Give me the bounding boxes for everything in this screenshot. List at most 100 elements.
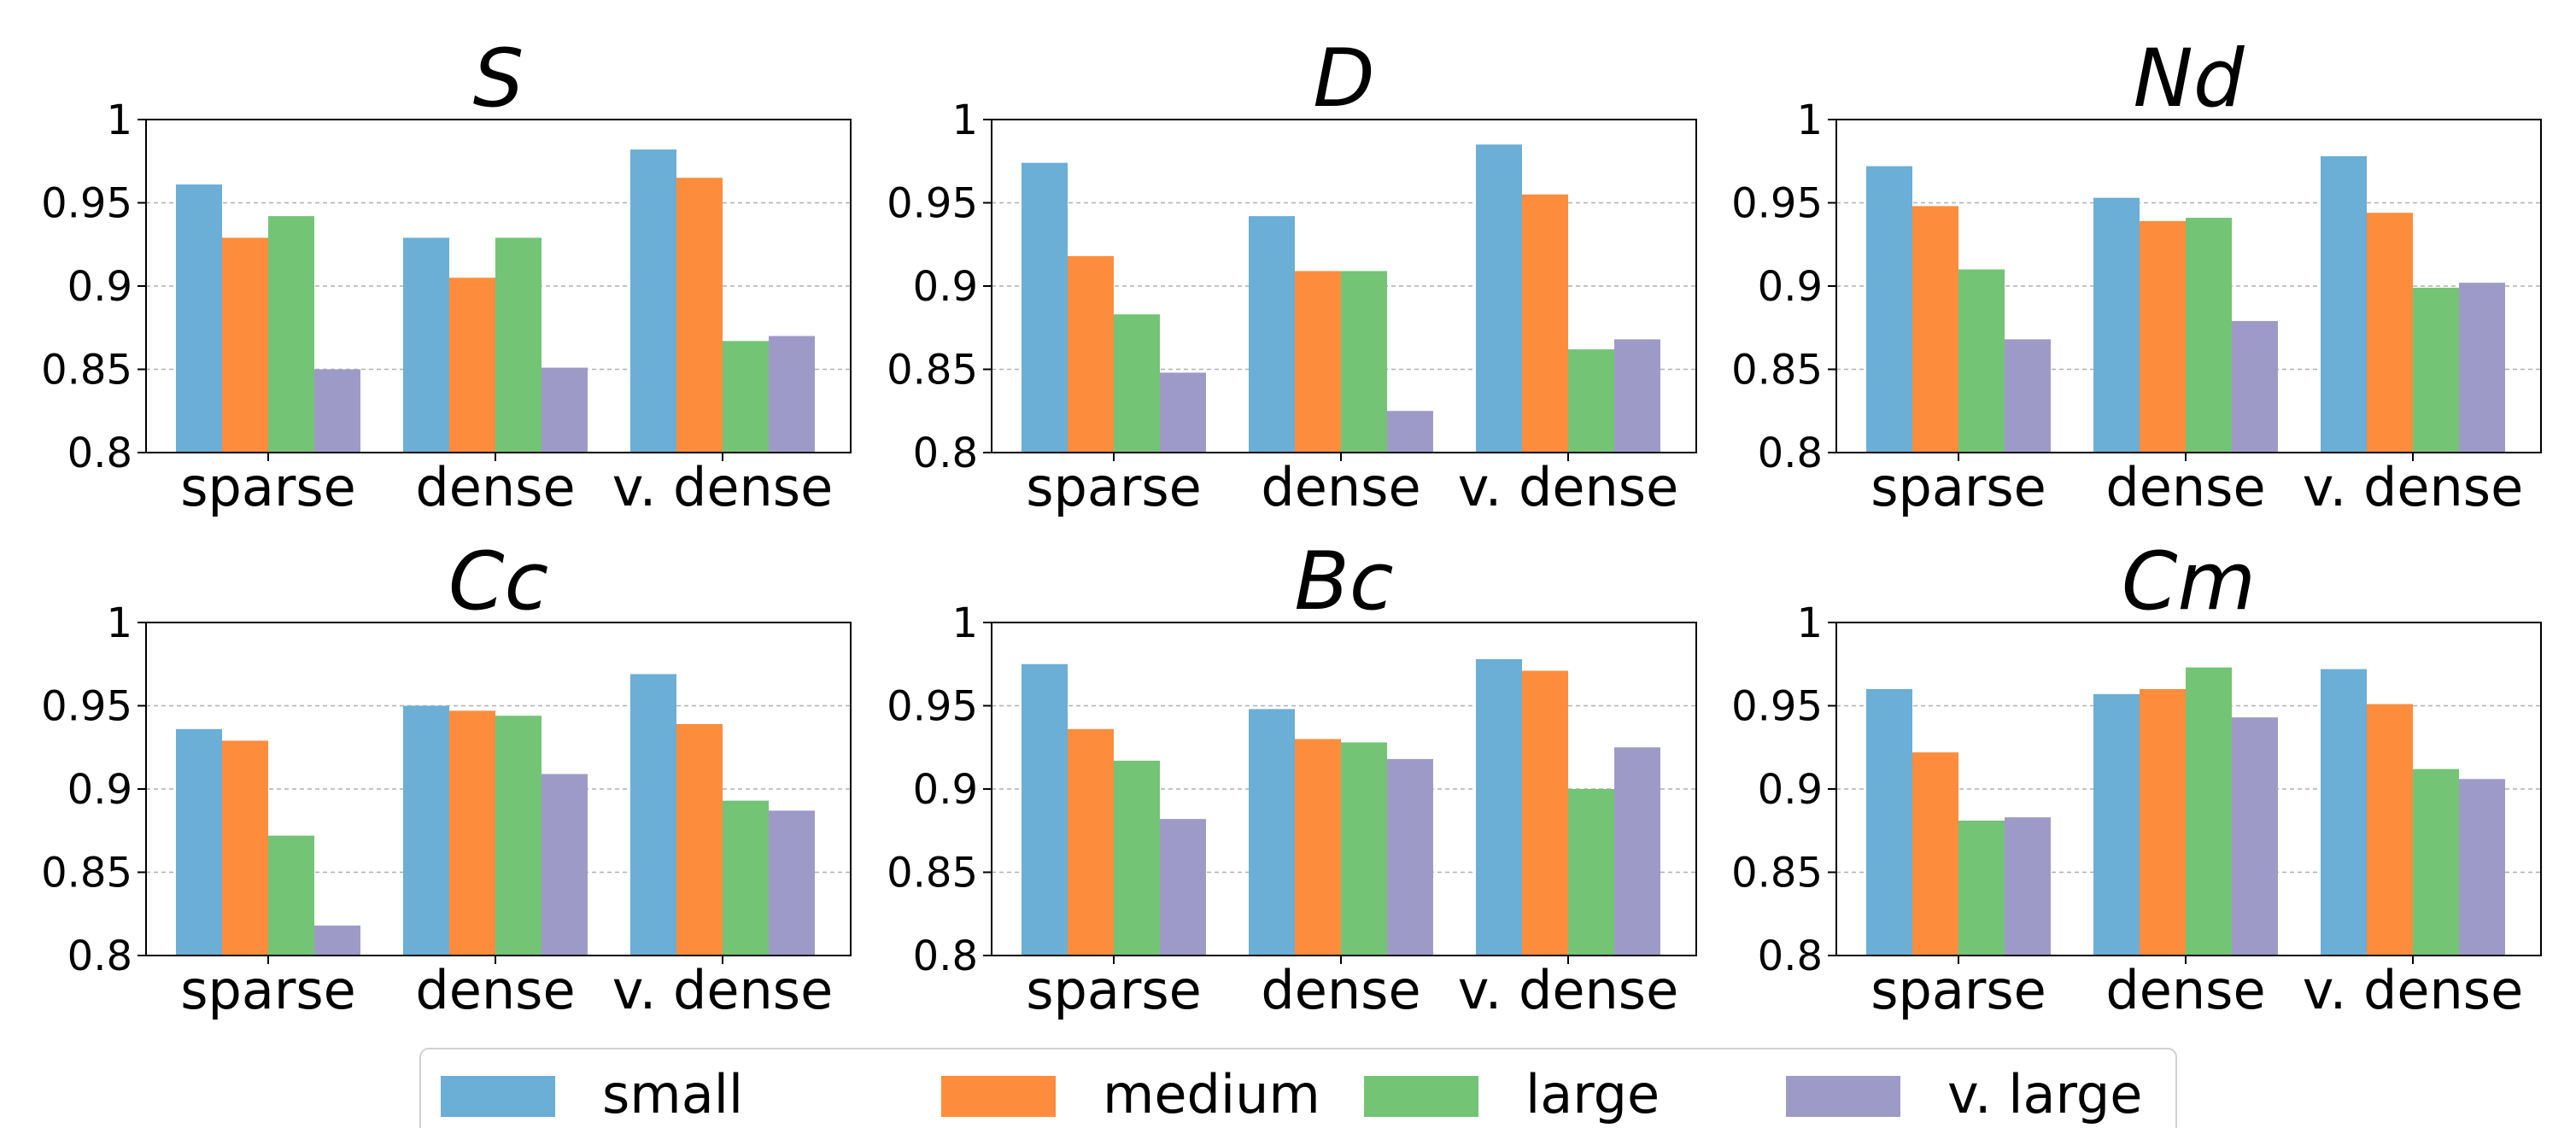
x-tick-label: v. dense xyxy=(612,456,834,518)
axes-frame xyxy=(1835,622,2542,956)
y-tick-label: 1 xyxy=(106,96,132,144)
bar xyxy=(769,810,815,956)
y-tick-label: 1 xyxy=(951,599,978,647)
bar xyxy=(1866,166,1912,453)
y-tick-label: 0.9 xyxy=(67,766,132,814)
panel-title: Cc xyxy=(448,535,548,628)
bar xyxy=(1866,689,1912,956)
y-tick-label: 0.95 xyxy=(887,180,978,228)
y-tick-label: 0.85 xyxy=(887,850,978,897)
bar xyxy=(449,710,495,956)
panel-title: Cm xyxy=(2122,535,2256,628)
bar xyxy=(723,341,769,453)
y-tick-label: 0.95 xyxy=(1731,683,1823,731)
y-tick-label: 0.85 xyxy=(1731,850,1823,897)
y-tick-label: 0.85 xyxy=(1731,347,1823,395)
bar xyxy=(314,925,360,956)
bar xyxy=(723,800,769,956)
x-tick-label: v. dense xyxy=(1458,959,1679,1021)
y-tick-label: 0.95 xyxy=(1731,180,1823,228)
bar xyxy=(176,728,222,956)
y-tick-label: 0.8 xyxy=(67,932,132,980)
bar xyxy=(1476,658,1522,956)
bar xyxy=(1614,339,1660,453)
bar xyxy=(542,367,588,453)
bar xyxy=(1387,758,1433,956)
y-tick-label: 0.85 xyxy=(41,347,132,395)
chart-panel: 0.8 0.85 0.9 0.95 1 sparse dense v. dense Bc xyxy=(887,535,1697,1021)
x-tick-label: dense xyxy=(2105,959,2265,1021)
y-tick-label: 1 xyxy=(106,599,132,647)
chart-panel: 0.8 0.85 0.9 0.95 1 sparse dense v. dense S xyxy=(41,32,852,518)
legend-label: medium xyxy=(1103,1063,1320,1125)
bar xyxy=(1568,789,1614,956)
bar xyxy=(1958,821,2005,956)
x-tick-label: dense xyxy=(1261,959,1420,1021)
bar xyxy=(2413,287,2459,453)
bar xyxy=(676,178,723,453)
bar xyxy=(2321,155,2367,453)
bar xyxy=(1022,663,1068,956)
axes-frame xyxy=(145,622,852,956)
x-tick-label: sparse xyxy=(1871,456,2046,518)
chart-panel: 0.8 0.85 0.9 0.95 1 sparse dense v. dense Cm xyxy=(1731,535,2542,1021)
x-tick-label: dense xyxy=(415,456,575,518)
bar xyxy=(222,237,268,453)
x-tick-label: v. dense xyxy=(2303,456,2524,518)
chart-panel: 0.8 0.85 0.9 0.95 1 sparse dense v. dense Cc xyxy=(41,535,852,1021)
legend-swatch xyxy=(1364,1076,1478,1117)
bar xyxy=(1249,216,1295,453)
bar xyxy=(2232,717,2278,956)
bar xyxy=(2140,220,2186,453)
x-tick-label: sparse xyxy=(180,456,356,518)
bar xyxy=(2186,218,2232,453)
bar xyxy=(1022,162,1068,453)
bar xyxy=(1476,144,1522,453)
bar xyxy=(2367,213,2413,453)
bar xyxy=(1522,670,1568,956)
panel-title: Nd xyxy=(2134,32,2245,126)
bar xyxy=(268,216,314,453)
axes-frame xyxy=(991,622,1697,956)
x-tick-label: sparse xyxy=(1026,456,1202,518)
y-tick-label: 0.8 xyxy=(913,932,978,980)
legend-label: v. large xyxy=(1947,1063,2142,1125)
bar xyxy=(769,336,815,453)
bar xyxy=(1068,728,1114,956)
y-tick-label: 1 xyxy=(951,96,978,144)
axes-frame xyxy=(1835,119,2542,453)
bar xyxy=(403,237,449,453)
x-tick-label: dense xyxy=(1261,456,1420,518)
y-tick-label: 0.8 xyxy=(1758,430,1823,477)
y-tick-label: 0.95 xyxy=(41,683,132,731)
bar xyxy=(1341,271,1387,453)
bar xyxy=(2459,283,2505,453)
x-tick-label: dense xyxy=(415,959,575,1021)
bar xyxy=(1387,411,1433,453)
bar xyxy=(2413,769,2459,956)
x-tick-label: dense xyxy=(2105,456,2265,518)
bar xyxy=(1912,206,1958,453)
bar xyxy=(222,740,268,956)
y-tick-label: 1 xyxy=(1796,96,1823,144)
y-tick-label: 0.95 xyxy=(887,683,978,731)
bar xyxy=(1114,314,1160,453)
bar xyxy=(542,774,588,956)
bar xyxy=(630,674,676,956)
y-tick-label: 0.9 xyxy=(913,263,978,311)
x-tick-label: v. dense xyxy=(1458,456,1679,518)
bar xyxy=(2005,339,2051,453)
legend-label: small xyxy=(602,1063,743,1125)
bar xyxy=(268,835,314,956)
legend-swatch xyxy=(1786,1076,1900,1117)
chart-panel: 0.8 0.85 0.9 0.95 1 sparse dense v. dense D xyxy=(887,32,1697,518)
y-tick-label: 0.9 xyxy=(913,766,978,814)
bar xyxy=(1295,739,1341,956)
legend-label: large xyxy=(1525,1063,1660,1125)
bar xyxy=(676,723,723,956)
axes-frame xyxy=(145,119,852,453)
legend-frame xyxy=(419,1048,2177,1128)
bar xyxy=(1160,819,1206,956)
